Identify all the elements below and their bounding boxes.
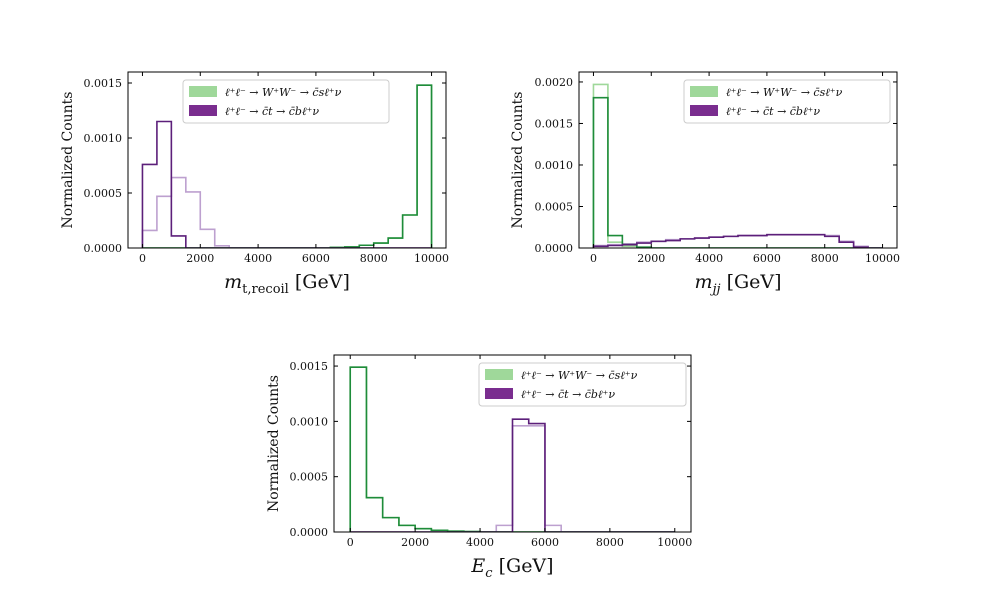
- legend-label: ℓ⁺ℓ⁻ → c̄t → c̄bℓ⁺ν: [225, 105, 319, 118]
- x-label-main: m: [694, 271, 712, 293]
- legend-box: [683, 79, 891, 124]
- legend: ℓ⁺ℓ⁻ → W⁺W⁻ → c̄sℓ⁺ν ℓ⁺ℓ⁻ → c̄t → c̄bℓ⁺ν: [683, 79, 891, 124]
- y-tick-label: 0.0005: [84, 187, 123, 200]
- x-label-main: E: [470, 555, 485, 577]
- legend-label: ℓ⁺ℓ⁻ → W⁺W⁻ → c̄sℓ⁺ν: [225, 86, 342, 99]
- legend-swatch-top: [485, 388, 513, 399]
- x-tick-label: 0: [590, 252, 597, 265]
- x-axis-label: mt,recoil [GeV]: [224, 271, 350, 297]
- x-tick-label: 6000: [531, 536, 559, 549]
- chart-mt: 0 2000 4000 6000 8000 10000 0.0000 0.0005 0.0010…: [60, 71, 449, 297]
- x-axis-label: mjj [GeV]: [694, 271, 781, 297]
- histogram-top-dark: [592, 233, 883, 248]
- x-tick-label: 2000: [401, 536, 429, 549]
- legend-swatch-top: [690, 105, 718, 116]
- y-tick-label: 0.0010: [84, 132, 123, 145]
- legend-label: ℓ⁺ℓ⁻ → W⁺W⁻ → c̄sℓ⁺ν: [726, 86, 843, 99]
- x-label-unit: [GeV]: [289, 271, 350, 293]
- histograms: [592, 83, 883, 248]
- legend-box: [478, 362, 687, 407]
- x-tick-label: 8000: [360, 252, 388, 265]
- x-label-unit: [GeV]: [721, 271, 782, 293]
- legend-box: [182, 79, 390, 124]
- x-tick-label: 2000: [637, 252, 665, 265]
- x-tick-label: 10000: [657, 536, 692, 549]
- y-tick-label: 0.0000: [290, 526, 329, 539]
- x-tick-label: 10000: [414, 252, 449, 265]
- legend: ℓ⁺ℓ⁻ → W⁺W⁻ → c̄sℓ⁺ν ℓ⁺ℓ⁻ → c̄t → c̄bℓ⁺ν: [182, 79, 390, 124]
- histogram-top-dark: [350, 418, 675, 532]
- legend-label: ℓ⁺ℓ⁻ → c̄t → c̄bℓ⁺ν: [726, 105, 820, 118]
- y-tick-label: 0.0000: [535, 242, 574, 255]
- y-axis-label: Normalized Counts: [510, 91, 526, 228]
- y-tick-label: 0.0000: [84, 242, 123, 255]
- y-axis-label: Normalized Counts: [266, 375, 282, 512]
- x-label-main: m: [224, 271, 242, 293]
- x-tick-label: 4000: [466, 536, 494, 549]
- legend-label: ℓ⁺ℓ⁻ → W⁺W⁻ → c̄sℓ⁺ν: [521, 369, 638, 382]
- x-tick-label: 6000: [302, 252, 330, 265]
- x-label-subscript: jj: [709, 282, 720, 297]
- y-tick-label: 0.0010: [535, 159, 574, 172]
- x-label-subscript: t,recoil: [242, 282, 289, 297]
- x-label-unit: [GeV]: [493, 555, 554, 577]
- y-axis-label: Normalized Counts: [60, 91, 76, 228]
- legend-swatch-ww: [690, 86, 718, 97]
- histogram-ww-dark: [592, 96, 883, 248]
- x-tick-label: 8000: [596, 536, 624, 549]
- y-tick-label: 0.0015: [535, 117, 574, 130]
- x-label-subscript: c: [485, 566, 493, 581]
- y-tick-label: 0.0015: [290, 360, 329, 373]
- x-tick-label: 2000: [186, 252, 214, 265]
- legend-label: ℓ⁺ℓ⁻ → c̄t → c̄bℓ⁺ν: [521, 388, 615, 401]
- x-tick-label: 4000: [695, 252, 723, 265]
- plot-frame: [127, 71, 447, 249]
- x-tick-label: 10000: [865, 252, 900, 265]
- x-tick-label: 8000: [811, 252, 839, 265]
- y-tick-label: 0.0015: [84, 77, 123, 90]
- plot-frame: [333, 354, 692, 533]
- x-tick-label: 0: [347, 536, 354, 549]
- y-tick-label: 0.0010: [290, 415, 329, 428]
- y-tick-label: 0.0005: [535, 200, 574, 213]
- x-axis-label: Ec [GeV]: [470, 555, 553, 581]
- legend-swatch-top: [189, 105, 217, 116]
- chart-mjj: 0 2000 4000 6000 8000 10000 0.0000 0.0005 0.0010…: [510, 71, 900, 297]
- x-tick-label: 0: [139, 252, 146, 265]
- y-tick-label: 0.0020: [535, 76, 574, 89]
- x-tick-label: 6000: [753, 252, 781, 265]
- histograms: [349, 366, 675, 532]
- histogram-top-dark: [141, 120, 432, 248]
- y-tick-label: 0.0005: [290, 471, 329, 484]
- legend-swatch-ww: [189, 86, 217, 97]
- histograms: [141, 84, 433, 248]
- x-tick-label: 4000: [244, 252, 272, 265]
- legend-swatch-ww: [485, 369, 513, 380]
- legend: ℓ⁺ℓ⁻ → W⁺W⁻ → c̄sℓ⁺ν ℓ⁺ℓ⁻ → c̄t → c̄bℓ⁺ν: [478, 362, 687, 407]
- chart-ec: 0 2000 4000 6000 8000 10000 0.0000 0.0005 0.0010…: [266, 354, 692, 581]
- plot-frame: [578, 71, 898, 249]
